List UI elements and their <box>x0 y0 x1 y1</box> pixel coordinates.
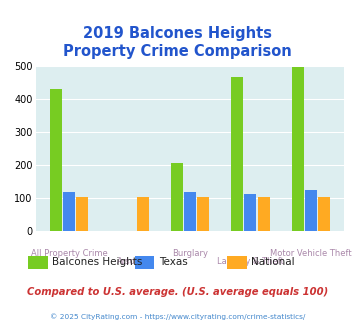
Text: Balcones Heights: Balcones Heights <box>52 257 143 267</box>
Text: Burglary: Burglary <box>172 249 208 258</box>
Bar <box>318 197 330 231</box>
Text: Texas: Texas <box>159 257 187 267</box>
Bar <box>231 77 243 231</box>
Bar <box>197 197 209 231</box>
Bar <box>170 163 183 231</box>
Bar <box>305 190 317 231</box>
Bar <box>137 197 149 231</box>
Bar <box>76 197 88 231</box>
Text: All Property Crime: All Property Crime <box>31 249 107 258</box>
Text: Compared to U.S. average. (U.S. average equals 100): Compared to U.S. average. (U.S. average … <box>27 287 328 297</box>
Bar <box>184 192 196 231</box>
Text: 2019 Balcones Heights
Property Crime Comparison: 2019 Balcones Heights Property Crime Com… <box>63 26 292 59</box>
Text: © 2025 CityRating.com - https://www.cityrating.com/crime-statistics/: © 2025 CityRating.com - https://www.city… <box>50 314 305 320</box>
Text: Motor Vehicle Theft: Motor Vehicle Theft <box>270 249 352 258</box>
Bar <box>258 197 270 231</box>
Bar <box>244 194 256 231</box>
Text: National: National <box>251 257 295 267</box>
Bar <box>50 89 62 231</box>
Bar <box>291 67 304 231</box>
Text: Arson: Arson <box>118 257 142 266</box>
Bar <box>63 192 75 231</box>
Text: Larceny & Theft: Larceny & Theft <box>217 257 284 266</box>
